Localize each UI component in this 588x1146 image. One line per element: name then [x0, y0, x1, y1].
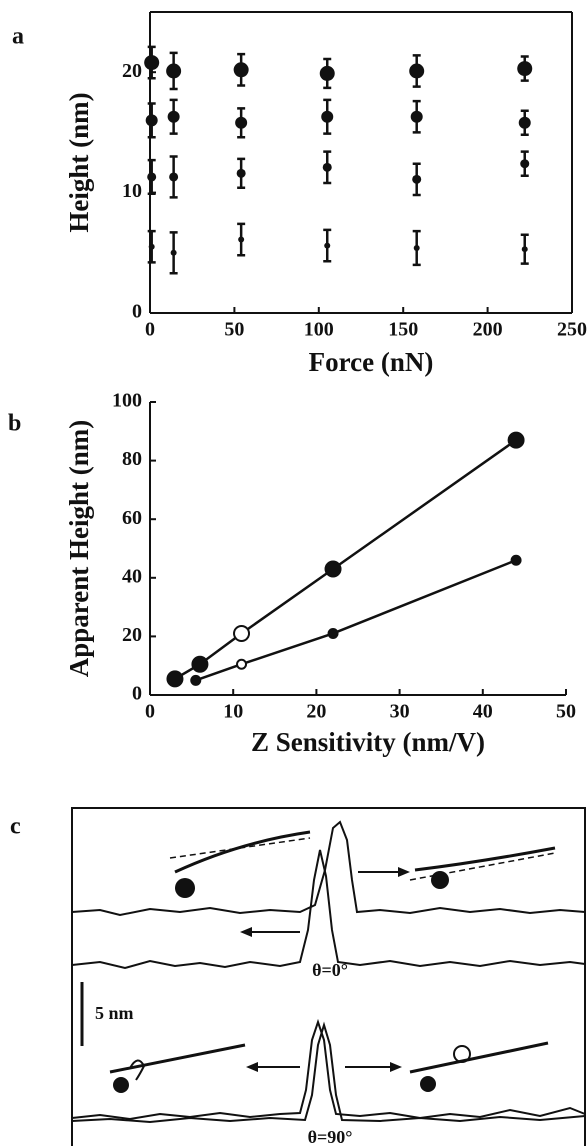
- cantilever: [414, 846, 556, 872]
- tip: [453, 1045, 471, 1063]
- point: [166, 670, 184, 688]
- point: [190, 674, 202, 686]
- point: [521, 246, 528, 253]
- x-axis-title: Force (nN): [309, 347, 434, 377]
- point: [413, 244, 420, 251]
- panel-frame: [71, 807, 586, 1146]
- panel-label: b: [8, 411, 21, 437]
- point: [324, 242, 331, 249]
- trace: [71, 1021, 586, 1124]
- panel-label: a: [12, 24, 24, 50]
- point: [145, 114, 158, 127]
- point: [167, 110, 180, 123]
- line: [195, 559, 517, 682]
- y-tick-label: 80: [122, 448, 142, 470]
- point: [517, 61, 533, 77]
- x-tick-label: 10: [223, 701, 243, 723]
- point: [410, 110, 423, 123]
- point: [412, 174, 422, 184]
- tip: [129, 1059, 146, 1081]
- arrowhead: [240, 927, 252, 937]
- point: [319, 65, 335, 81]
- point: [238, 236, 245, 243]
- cantilever: [174, 830, 311, 874]
- x-tick-label: 200: [473, 319, 503, 341]
- particle: [113, 1077, 129, 1093]
- y-tick-label: 0: [132, 683, 142, 705]
- x-tick-label: 50: [556, 701, 576, 723]
- trace: [71, 1018, 586, 1121]
- y-tick-label: 20: [122, 60, 142, 82]
- angle-label: θ=90°: [308, 1127, 353, 1146]
- y-axis-title: Apparent Height (nm): [64, 420, 94, 678]
- line: [174, 439, 517, 680]
- point: [166, 63, 182, 79]
- point: [170, 249, 177, 256]
- point: [510, 554, 522, 566]
- point: [236, 168, 246, 178]
- trace: [71, 820, 586, 917]
- point: [518, 116, 531, 129]
- trace: [71, 849, 586, 970]
- point: [236, 658, 248, 670]
- y-axis-title: Height (nm): [64, 92, 94, 232]
- arrowhead: [246, 1062, 258, 1072]
- y-tick-label: 100: [112, 390, 142, 412]
- particle: [175, 878, 195, 898]
- point: [507, 431, 525, 449]
- point: [327, 627, 339, 639]
- panel-label: c: [10, 814, 21, 840]
- point: [233, 624, 251, 642]
- particle: [431, 871, 449, 889]
- point: [324, 560, 342, 578]
- point: [233, 62, 249, 78]
- x-tick-label: 250: [557, 319, 587, 341]
- point: [409, 63, 425, 79]
- angle-label: θ=0°: [312, 960, 348, 980]
- x-tick-label: 40: [473, 701, 493, 723]
- y-tick-label: 0: [132, 301, 142, 323]
- arrowhead: [398, 867, 410, 877]
- cantilever: [409, 1041, 549, 1074]
- cantilever: [109, 1043, 246, 1074]
- point: [322, 162, 332, 172]
- point: [321, 110, 334, 123]
- x-tick-label: 100: [304, 319, 334, 341]
- arrowhead: [390, 1062, 402, 1072]
- point: [191, 655, 209, 673]
- particle: [420, 1076, 436, 1092]
- point: [520, 159, 530, 169]
- x-tick-label: 0: [145, 701, 155, 723]
- x-tick-label: 20: [306, 701, 326, 723]
- point: [144, 55, 160, 71]
- scale-bar-label: 5 nm: [95, 1003, 134, 1023]
- cantilever-reference: [169, 837, 311, 859]
- point: [148, 243, 155, 250]
- x-tick-label: 0: [145, 319, 155, 341]
- x-tick-label: 50: [224, 319, 244, 341]
- point: [147, 172, 157, 182]
- y-tick-label: 40: [122, 565, 142, 587]
- point: [235, 116, 248, 129]
- y-tick-label: 60: [122, 507, 142, 529]
- x-axis-title: Z Sensitivity (nm/V): [251, 727, 485, 757]
- x-tick-label: 150: [388, 319, 418, 341]
- x-tick-label: 30: [390, 701, 410, 723]
- y-tick-label: 10: [122, 180, 142, 202]
- y-tick-label: 20: [122, 624, 142, 646]
- point: [169, 172, 179, 182]
